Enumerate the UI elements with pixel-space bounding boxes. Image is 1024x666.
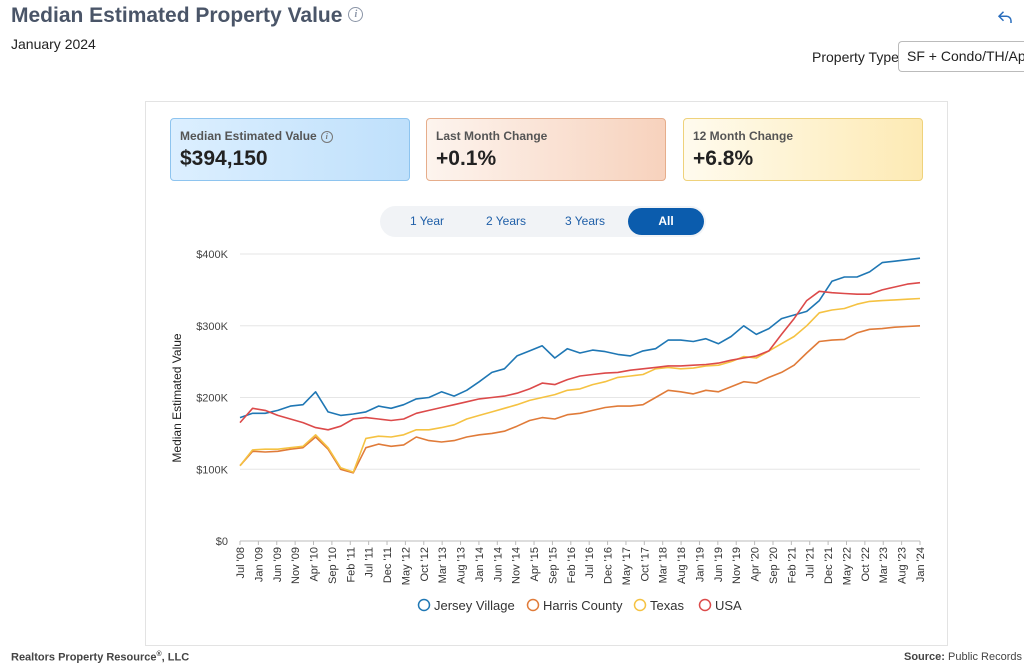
twelve-month-change-value: +6.8% bbox=[693, 147, 754, 170]
median-value-label-text: Median Estimated Value bbox=[180, 129, 317, 143]
footer-copyright: Realtors Property Resource®, LLC bbox=[11, 651, 189, 664]
property-type-select[interactable]: SF + Condo/TH/Apt bbox=[898, 41, 1024, 72]
page-subtitle: January 2024 bbox=[11, 36, 96, 52]
page-title-text: Median Estimated Property Value bbox=[11, 4, 343, 27]
footer-company-suffix: , LLC bbox=[161, 651, 190, 664]
last-month-change-card: Last Month Change +0.1% bbox=[426, 118, 666, 181]
median-value-card-label: Median Estimated Value i bbox=[180, 129, 333, 143]
info-icon[interactable]: i bbox=[348, 6, 364, 22]
range-3-years-button[interactable]: 3 Years bbox=[564, 214, 606, 228]
time-range-selector: 1 Year 2 Years 3 Years All bbox=[380, 206, 706, 237]
range-1-year-button[interactable]: 1 Year bbox=[409, 214, 445, 228]
share-icon[interactable] bbox=[996, 8, 1014, 26]
footer-registered-mark: ® bbox=[156, 651, 162, 658]
median-value-card: Median Estimated Value i $394,150 bbox=[170, 118, 410, 181]
last-month-change-label: Last Month Change bbox=[436, 129, 548, 143]
last-month-change-value: +0.1% bbox=[436, 147, 497, 170]
chart-panel bbox=[145, 101, 948, 646]
footer-source-value: Public Records bbox=[948, 651, 1022, 663]
median-value-card-value: $394,150 bbox=[180, 147, 268, 170]
footer-company: Realtors Property Resource bbox=[11, 651, 157, 664]
range-2-years-button[interactable]: 2 Years bbox=[485, 214, 527, 228]
footer-source: Source: Public Records bbox=[904, 651, 1022, 663]
twelve-month-change-label: 12 Month Change bbox=[693, 129, 794, 143]
range-all-button[interactable]: All bbox=[628, 208, 704, 235]
property-type-label: Property Type bbox=[812, 49, 899, 65]
info-icon[interactable]: i bbox=[320, 130, 333, 143]
footer-source-label: Source: bbox=[903, 651, 945, 663]
page-title: Median Estimated Property Value i bbox=[11, 4, 364, 28]
twelve-month-change-card: 12 Month Change +6.8% bbox=[683, 118, 923, 181]
